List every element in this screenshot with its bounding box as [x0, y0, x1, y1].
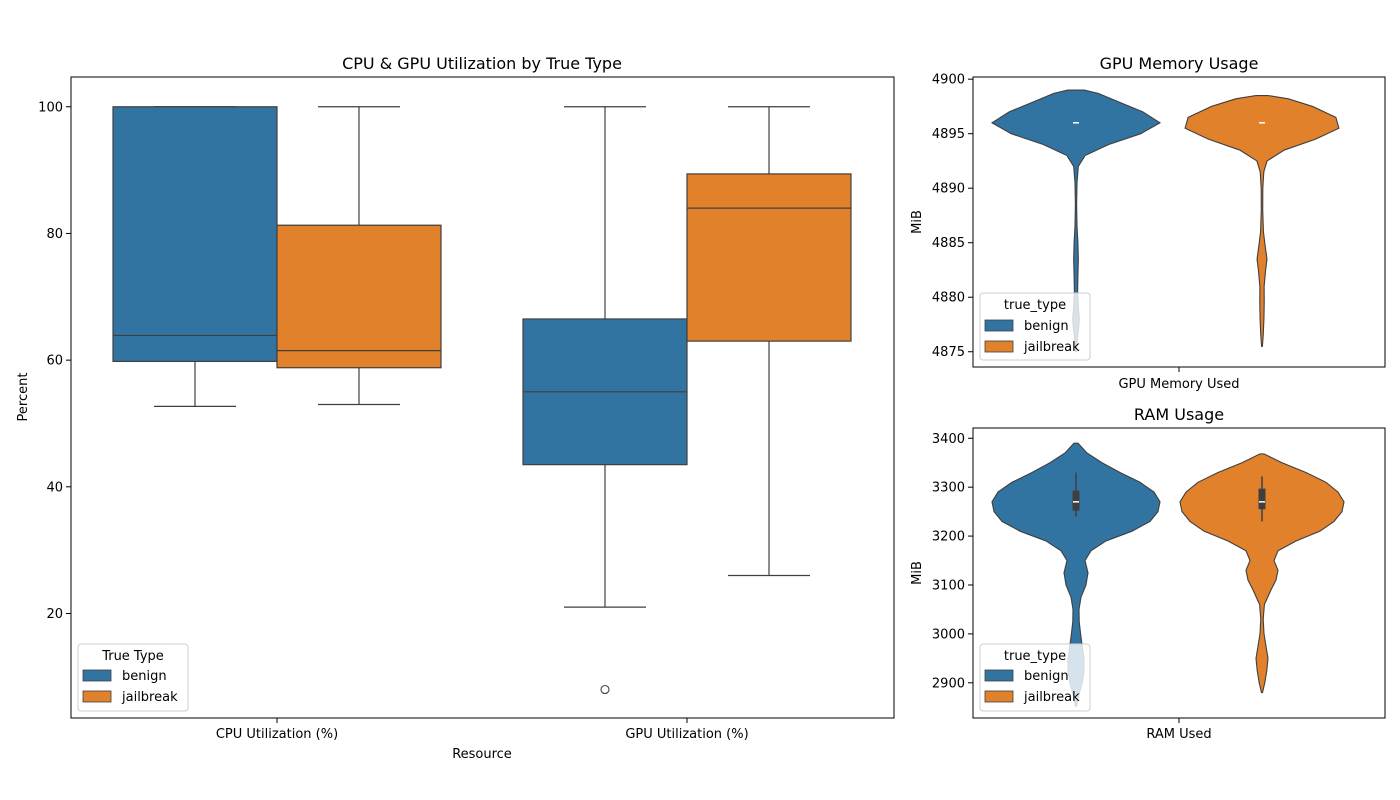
outlier-benign-gpu [600, 684, 610, 695]
box-jailbreak-gpu [686, 173, 852, 342]
category-label-cpu: CPU Utilization (%) [216, 727, 338, 742]
gpu-memory-y-tick-label: 4890 [932, 182, 965, 197]
legend-title: True Type [101, 649, 164, 664]
ram-y-tick-label: 3000 [932, 627, 965, 642]
ram-iqr-benign [1072, 490, 1080, 511]
category-label-gpu: GPU Utilization (%) [625, 727, 748, 742]
ram-violin-benign [991, 442, 1161, 707]
gpu-memory-y-tick-label: 4880 [932, 291, 965, 306]
box-plot-y-tick-label: 80 [46, 227, 63, 242]
legend-swatch-benign [984, 669, 1014, 682]
ram-y-label: MiB [910, 561, 925, 585]
legend-label-benign: benign [1024, 319, 1069, 334]
ram-iqr-jailbreak [1258, 488, 1266, 510]
legend-swatch-benign [984, 319, 1014, 332]
box-plot-y-tick-label: 60 [46, 354, 63, 369]
ram-y-tick-label: 3100 [932, 578, 965, 593]
gpu-memory-y-label: MiB [910, 210, 925, 234]
gpu-memory-y-tick-label: 4875 [932, 345, 965, 360]
box-plot-y-tick-label: 20 [46, 607, 63, 622]
ram-x-label: RAM Used [1146, 727, 1211, 742]
gpu-memory-y-tick-label: 4895 [932, 127, 965, 142]
gpu-memory-y-tick-label: 4885 [932, 236, 965, 251]
ram-title: RAM Usage [1134, 405, 1224, 424]
legend-swatch-benign [82, 669, 112, 682]
legend-swatch-jailbreak [984, 340, 1014, 353]
gpu-memory-violin-benign [990, 89, 1162, 353]
legend-swatch-jailbreak [82, 690, 112, 703]
gpu-memory-x-label: GPU Memory Used [1118, 377, 1239, 392]
box-benign-cpu [112, 106, 278, 362]
box-plot-y-tick-label: 100 [38, 100, 63, 115]
gpu-memory-violin-jailbreak [1184, 94, 1340, 347]
ram-y-tick-label: 3400 [932, 432, 965, 447]
legend-label-jailbreak: jailbreak [121, 690, 178, 705]
box-plot-y-label: Percent [16, 373, 31, 422]
box-plot-legend: True Type benign jailbreak [77, 643, 189, 712]
legend-title: true_type [1004, 649, 1066, 664]
legend-label-benign: benign [122, 669, 167, 684]
gpu-memory-legend: true_type benign jailbreak [979, 292, 1091, 361]
ram-y-tick-label: 3300 [932, 481, 965, 496]
ram-y-tick-label: 2900 [932, 676, 965, 691]
gpu-memory-violin-panel: GPU Memory Usage MiB GPU Memory Used 487… [910, 54, 1386, 392]
box-jailbreak-cpu [276, 224, 442, 369]
box-plot-title: CPU & GPU Utilization by True Type [342, 54, 622, 73]
legend-label-benign: benign [1024, 669, 1069, 684]
legend-label-jailbreak: jailbreak [1023, 340, 1080, 355]
box-plot-x-label: Resource [452, 747, 512, 762]
box-plot-y-tick-label: 40 [46, 480, 63, 495]
ram-y-tick-label: 3200 [932, 530, 965, 545]
gpu-memory-title: GPU Memory Usage [1100, 54, 1259, 73]
ram-legend: true_type benign jailbreak [979, 643, 1091, 712]
gpu-memory-y-tick-label: 4900 [932, 73, 965, 88]
legend-title: true_type [1004, 298, 1066, 313]
ram-violin-panel: RAM Usage MiB RAM Used 2900 3000 3100 3200 3… [910, 405, 1386, 742]
ram-violin-jailbreak [1179, 453, 1345, 694]
legend-swatch-jailbreak [984, 690, 1014, 703]
box-plot-frame [70, 76, 895, 719]
legend-label-jailbreak: jailbreak [1023, 690, 1080, 705]
box-plot-panel: CPU & GPU Utilization by True Type Perce… [16, 54, 895, 762]
